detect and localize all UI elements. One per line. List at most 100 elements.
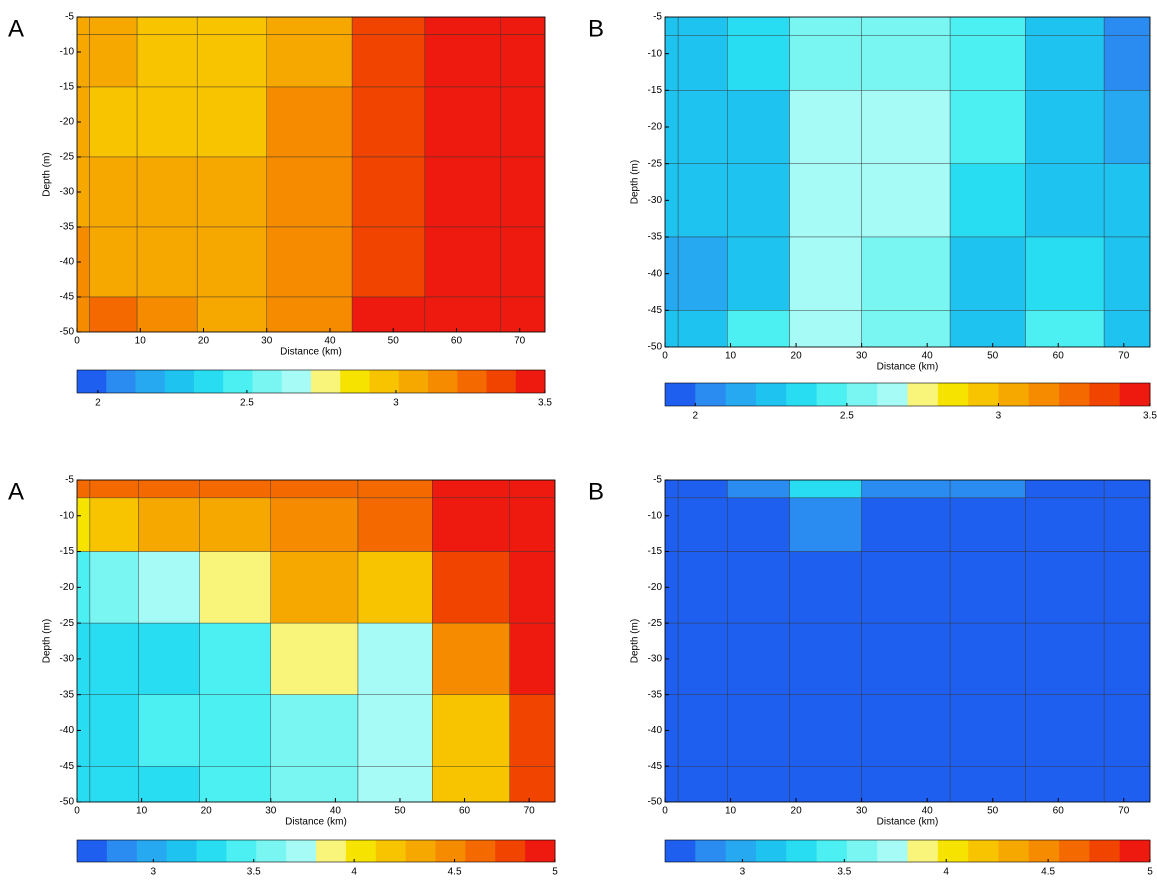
contour-cell bbox=[500, 156, 546, 228]
contour-cell bbox=[789, 622, 862, 695]
x-tick-label: 20 bbox=[201, 806, 213, 817]
y-tick-label: -45 bbox=[60, 761, 75, 772]
contour-cell bbox=[199, 479, 271, 499]
y-tick-label: -35 bbox=[60, 222, 75, 233]
contour-cell bbox=[199, 622, 271, 695]
x-tick-label: 50 bbox=[987, 351, 999, 362]
contour-cell bbox=[500, 86, 546, 158]
colorbar-swatch bbox=[525, 840, 556, 862]
contour-cell bbox=[357, 694, 433, 767]
contour-cell bbox=[76, 16, 90, 35]
colorbar-tick-label: 4.5 bbox=[448, 867, 462, 878]
y-tick-label: -35 bbox=[60, 689, 75, 700]
contour-cell bbox=[1103, 310, 1151, 348]
contour-cell bbox=[664, 766, 679, 803]
colorbar-swatch bbox=[1119, 840, 1151, 862]
y-tick-label: -40 bbox=[60, 725, 75, 736]
contour-cell bbox=[351, 34, 426, 88]
contour-cell bbox=[677, 766, 728, 803]
colorbar-swatch bbox=[998, 840, 1030, 862]
colorbar-swatch bbox=[1119, 383, 1151, 406]
x-tick-label: 50 bbox=[987, 806, 999, 817]
contour-cell bbox=[1103, 551, 1151, 624]
colorbar-swatch bbox=[998, 383, 1030, 406]
x-tick-label: 10 bbox=[725, 806, 737, 817]
panel-label: A bbox=[8, 15, 24, 42]
colorbar-swatch bbox=[1028, 383, 1060, 406]
plot-frame bbox=[664, 479, 1151, 803]
contour-cell bbox=[1025, 551, 1105, 624]
y-tick-label: -50 bbox=[60, 327, 75, 338]
colorbar-tick-label: 4 bbox=[943, 867, 949, 878]
x-tick-label: 70 bbox=[514, 336, 526, 347]
contour-cell bbox=[949, 16, 1026, 36]
y-tick-label: -30 bbox=[60, 654, 75, 665]
x-tick-label: 20 bbox=[791, 351, 803, 362]
colorbar-tick-label: 2.5 bbox=[840, 411, 854, 422]
contour-cell bbox=[270, 766, 359, 803]
colorbar-swatch bbox=[465, 840, 496, 862]
contour-cell bbox=[949, 236, 1026, 311]
contour-cell bbox=[89, 497, 139, 552]
y-tick-label: -45 bbox=[60, 292, 75, 303]
x-tick-label: 0 bbox=[662, 806, 668, 817]
colorbar-swatch bbox=[486, 370, 517, 393]
contour-cell bbox=[1025, 236, 1105, 311]
colorbar-swatch bbox=[281, 370, 312, 393]
contour-cell bbox=[727, 622, 790, 695]
x-axis-label: Distance (km) bbox=[877, 817, 939, 828]
contour-cell bbox=[424, 86, 501, 158]
contour-cell bbox=[677, 310, 728, 348]
x-axis-label: Distance (km) bbox=[285, 817, 347, 828]
contour-cell bbox=[861, 622, 951, 695]
contour-cell bbox=[509, 497, 556, 552]
colorbar-swatch bbox=[1059, 840, 1090, 862]
y-tick-label: -30 bbox=[648, 654, 663, 665]
contour-cell bbox=[196, 16, 267, 35]
panel-label: B bbox=[588, 15, 604, 42]
colorbar-tick-label: 5 bbox=[552, 867, 558, 878]
contour-cell bbox=[789, 35, 862, 91]
colorbar-swatch bbox=[695, 383, 727, 406]
y-tick-label: -25 bbox=[648, 158, 663, 169]
contour-cell bbox=[196, 86, 267, 158]
contour-cell bbox=[351, 16, 426, 35]
colorbar-swatch bbox=[369, 370, 400, 393]
colorbar-tick-label: 3.5 bbox=[247, 867, 261, 878]
contour-cell bbox=[351, 156, 426, 228]
contour-cell bbox=[357, 766, 433, 803]
contour-cell bbox=[266, 226, 353, 298]
contour-cell bbox=[677, 163, 728, 238]
contour-cell bbox=[789, 163, 862, 238]
y-tick-label: -15 bbox=[648, 85, 663, 96]
y-tick-label: -25 bbox=[60, 618, 75, 629]
contour-cell bbox=[1025, 694, 1105, 767]
contour-cell bbox=[136, 34, 198, 88]
contour-cell bbox=[861, 236, 951, 311]
contour-cell bbox=[1103, 163, 1151, 238]
contour-cell bbox=[424, 296, 501, 333]
x-tick-label: 40 bbox=[922, 806, 934, 817]
contour-cell bbox=[199, 694, 271, 767]
colorbar-frame bbox=[664, 839, 1151, 863]
y-tick-label: -20 bbox=[648, 582, 663, 593]
contour-cell bbox=[949, 622, 1026, 695]
x-tick-label: 40 bbox=[330, 806, 342, 817]
y-tick-label: -30 bbox=[60, 187, 75, 198]
contour-cell bbox=[727, 16, 790, 36]
contour-cell bbox=[789, 16, 862, 36]
contour-cell bbox=[789, 497, 862, 552]
contour-cell bbox=[789, 236, 862, 311]
contour-cell bbox=[677, 497, 728, 552]
contour-cell bbox=[861, 766, 951, 803]
colorbar-tick-label: 3 bbox=[393, 398, 399, 409]
contour-cell bbox=[949, 163, 1026, 238]
x-tick-label: 30 bbox=[856, 806, 868, 817]
contour-cell bbox=[677, 90, 728, 164]
contour-cell bbox=[266, 16, 353, 35]
y-axis-label: Depth (m) bbox=[42, 152, 53, 196]
x-axis-label: Distance (km) bbox=[877, 362, 939, 373]
colorbar-swatch bbox=[968, 840, 999, 862]
colorbar-swatch bbox=[106, 370, 136, 393]
contour-cell bbox=[138, 497, 200, 552]
